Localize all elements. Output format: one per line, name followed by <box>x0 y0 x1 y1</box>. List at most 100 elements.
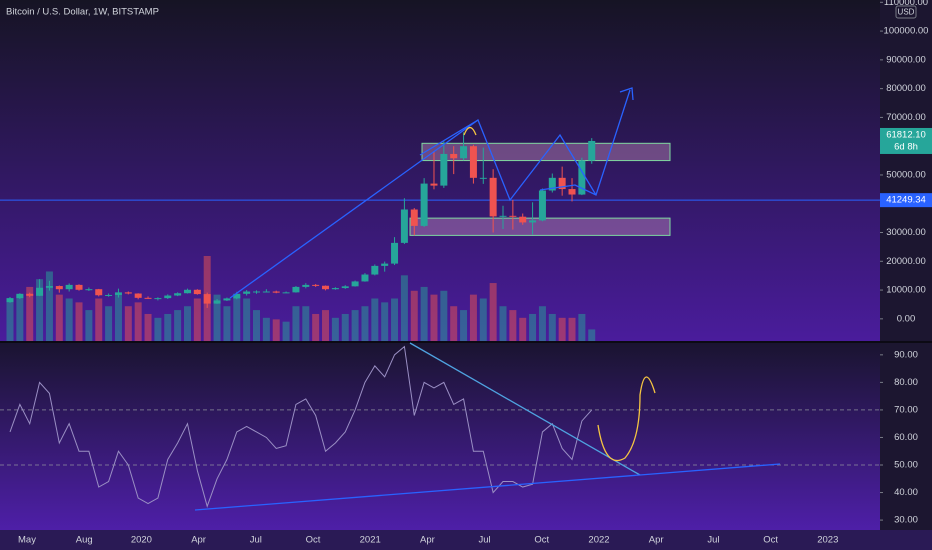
x-tick-label: 2023 <box>817 535 838 546</box>
drawing-line <box>463 126 477 136</box>
volume-bar <box>75 302 83 341</box>
volume-bar <box>134 302 142 341</box>
candle-body <box>548 177 556 191</box>
drawing-line <box>229 118 597 299</box>
volume-bar <box>440 290 448 341</box>
drawing-line <box>597 376 656 462</box>
volume-bar <box>124 306 132 341</box>
drawing-line <box>539 87 634 196</box>
y-tick-label: 100000.00 <box>884 26 929 37</box>
y-tick-label: 90000.00 <box>886 54 926 65</box>
candle-body <box>489 177 497 217</box>
volume-bar <box>588 329 596 341</box>
candle-body <box>262 291 270 293</box>
countdown: 6d 8h <box>894 141 918 152</box>
volume-bar <box>193 298 201 341</box>
candle-body <box>183 289 191 294</box>
candle-body <box>16 293 24 299</box>
rsi-pane <box>0 343 880 530</box>
x-tick-label: Oct <box>763 535 778 546</box>
x-tick-label: Jul <box>250 535 262 546</box>
volume-bar <box>361 306 369 341</box>
x-tick-label: Jul <box>479 535 491 546</box>
volume-bar <box>341 313 349 341</box>
x-tick-label: 2020 <box>131 535 152 546</box>
candle-body <box>134 293 142 298</box>
volume-bar <box>578 313 586 341</box>
y-tick-label: 10000.00 <box>886 285 926 296</box>
volume-bar <box>529 313 537 341</box>
volume-bar <box>6 298 14 341</box>
y-tick-label: 70000.00 <box>886 112 926 123</box>
volume-bar <box>331 317 339 341</box>
rsi-tick-label: 90.00 <box>894 349 918 360</box>
volume-bar <box>272 319 280 341</box>
y-tick-label: 30000.00 <box>886 227 926 238</box>
volume-bar <box>489 283 497 341</box>
candle-body <box>26 293 34 296</box>
volume-bar <box>430 294 438 341</box>
candle-body <box>578 160 586 195</box>
x-tick-label: 2021 <box>360 535 381 546</box>
candle-body <box>253 291 260 293</box>
zone <box>409 217 671 236</box>
hline-tag <box>880 193 932 208</box>
candle-body <box>450 153 458 159</box>
volume-bar <box>243 298 251 341</box>
candle-body <box>223 298 231 301</box>
y-tick-label: 20000.00 <box>886 256 926 267</box>
candle-body <box>400 209 408 243</box>
last-price-tag <box>880 127 932 154</box>
volume-bar <box>450 306 458 341</box>
x-tick-label: Jul <box>707 535 719 546</box>
x-tick-label: Oct <box>534 535 549 546</box>
candle-body <box>371 265 379 275</box>
volume-bar <box>391 298 399 341</box>
volume-bar <box>164 313 172 341</box>
rsi-tick-label: 70.00 <box>894 404 918 415</box>
volume-bar <box>519 317 527 341</box>
volume-bar <box>26 286 34 341</box>
candle-body <box>469 146 477 178</box>
candle-body <box>391 242 399 264</box>
drawing-line <box>409 342 641 476</box>
candle-body <box>55 286 63 290</box>
candle-body <box>36 287 44 296</box>
candle-body <box>479 177 487 179</box>
volume-bar <box>16 294 24 341</box>
candle-body <box>351 281 359 287</box>
candle-body <box>193 289 201 295</box>
candle-body <box>410 209 418 226</box>
candle-body <box>499 215 507 217</box>
candle-body <box>45 286 53 288</box>
drawing-line <box>419 119 479 156</box>
volume-bar <box>95 298 103 341</box>
candle-body <box>105 294 113 296</box>
candle-body <box>361 274 369 282</box>
volume-bar <box>213 294 221 341</box>
volume-bar <box>568 317 576 341</box>
y-tick-label: 110000.00 <box>884 0 928 8</box>
candle-body <box>302 284 310 287</box>
volume-bar <box>509 310 517 341</box>
volume-bar <box>45 271 53 341</box>
volume-bar <box>144 313 152 341</box>
last-price-label: 61812.10 <box>886 129 926 140</box>
candle-body <box>174 293 182 296</box>
volume-bar <box>262 317 270 341</box>
zone <box>421 142 671 162</box>
volume-bar <box>469 294 477 341</box>
price-pane <box>0 0 880 341</box>
volume-bar <box>302 306 310 341</box>
volume-bar <box>420 286 428 341</box>
rsi-tick-label: 60.00 <box>894 432 918 443</box>
volume-bar <box>381 302 389 341</box>
candle-body <box>282 292 290 294</box>
time-axis <box>0 530 932 550</box>
candle-body <box>164 295 172 299</box>
volume-bar <box>322 310 330 341</box>
x-tick-label: Apr <box>420 535 435 546</box>
candle-body <box>124 292 132 294</box>
volume-bar <box>183 306 191 341</box>
